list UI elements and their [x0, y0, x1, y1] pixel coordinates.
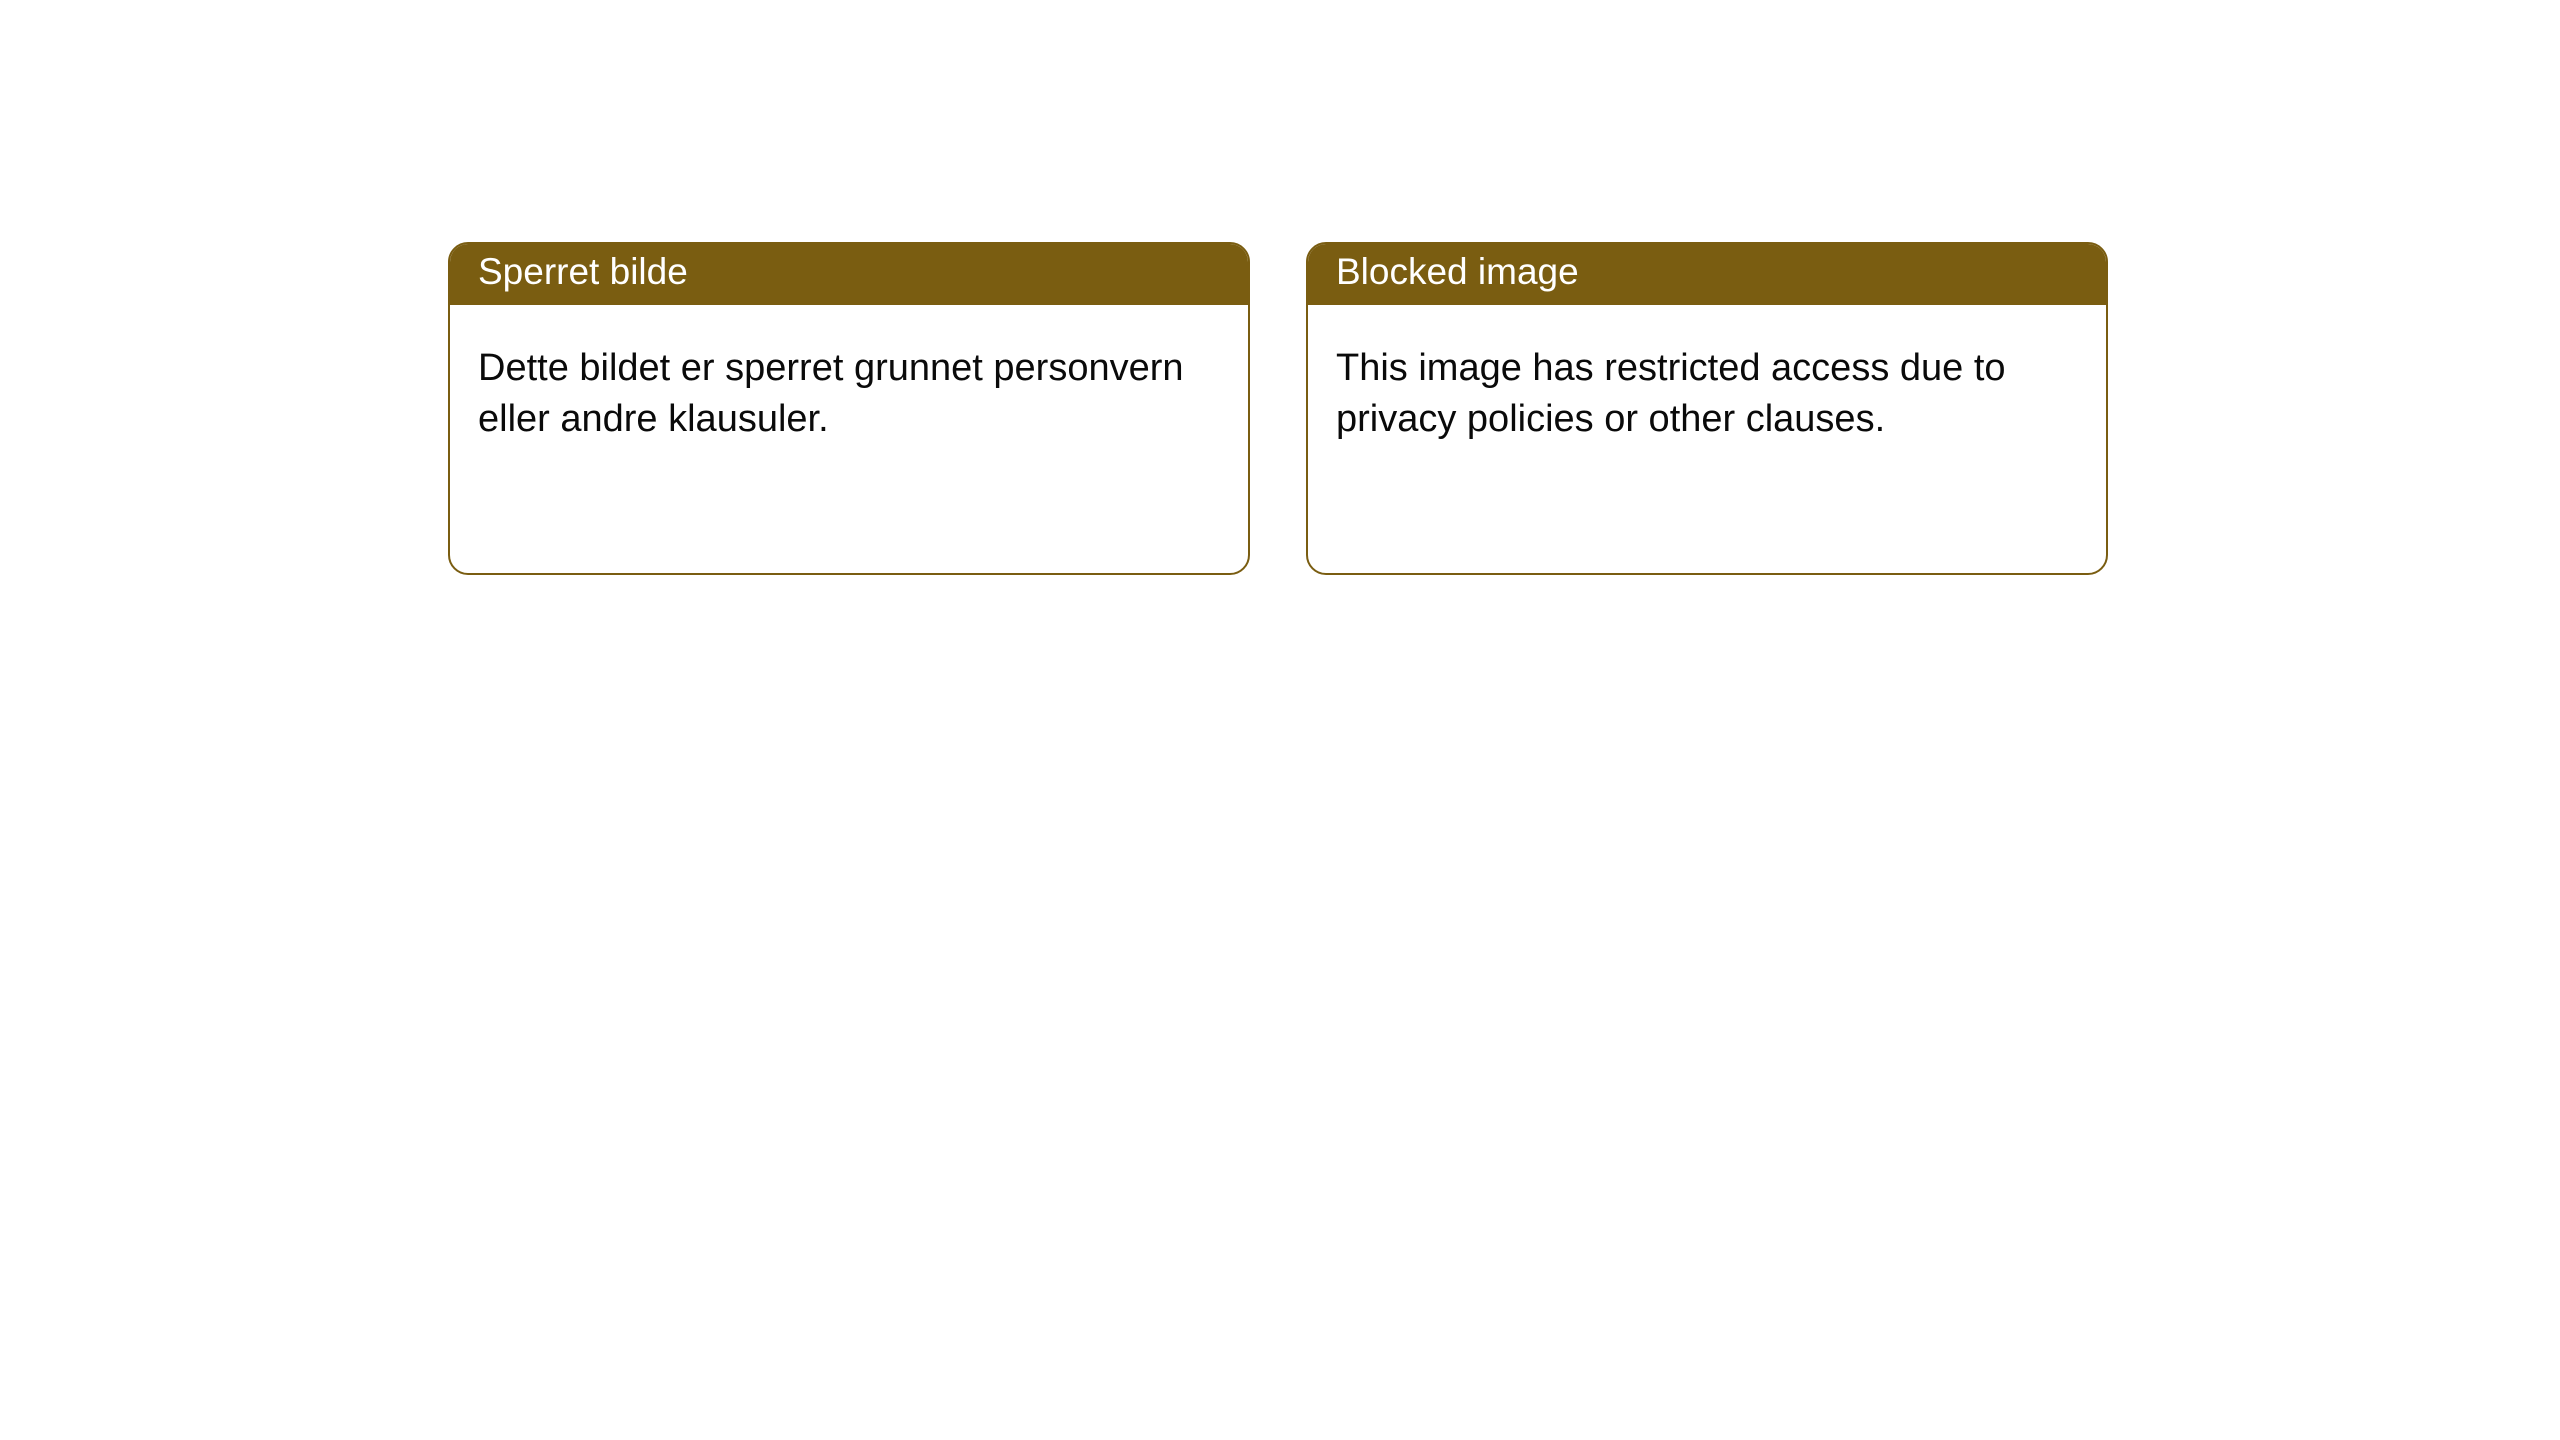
- panel-title-no: Sperret bilde: [450, 244, 1248, 305]
- blocked-image-panel-en: Blocked image This image has restricted …: [1306, 242, 2108, 575]
- blocked-image-panel-no: Sperret bilde Dette bildet er sperret gr…: [448, 242, 1250, 575]
- panel-body-no: Dette bildet er sperret grunnet personve…: [450, 305, 1248, 474]
- notice-container: Sperret bilde Dette bildet er sperret gr…: [0, 0, 2560, 575]
- panel-title-en: Blocked image: [1308, 244, 2106, 305]
- panel-body-en: This image has restricted access due to …: [1308, 305, 2106, 474]
